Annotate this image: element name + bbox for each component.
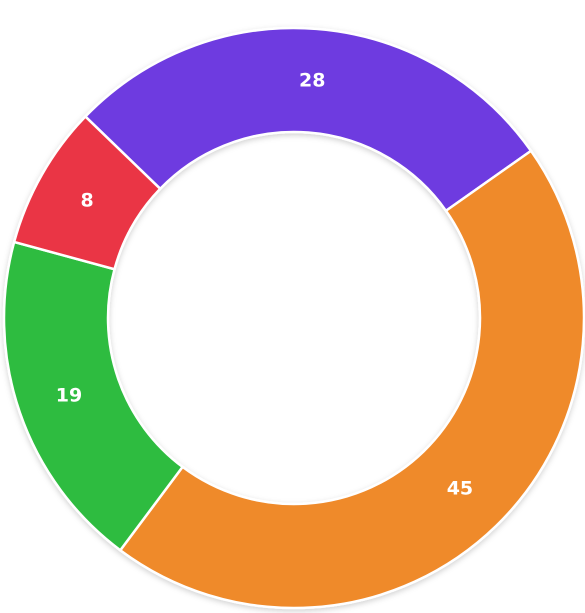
data-label: 19	[56, 384, 82, 406]
data-labels: 28 45 19 8	[56, 70, 473, 500]
data-label: 28	[299, 70, 325, 92]
data-label: 8	[80, 189, 93, 211]
donut-slice	[118, 149, 585, 610]
donut	[2, 26, 585, 610]
data-label: 45	[447, 478, 473, 500]
donut-slice	[2, 240, 185, 552]
donut-slice	[12, 114, 162, 271]
donut-slice	[83, 26, 533, 213]
